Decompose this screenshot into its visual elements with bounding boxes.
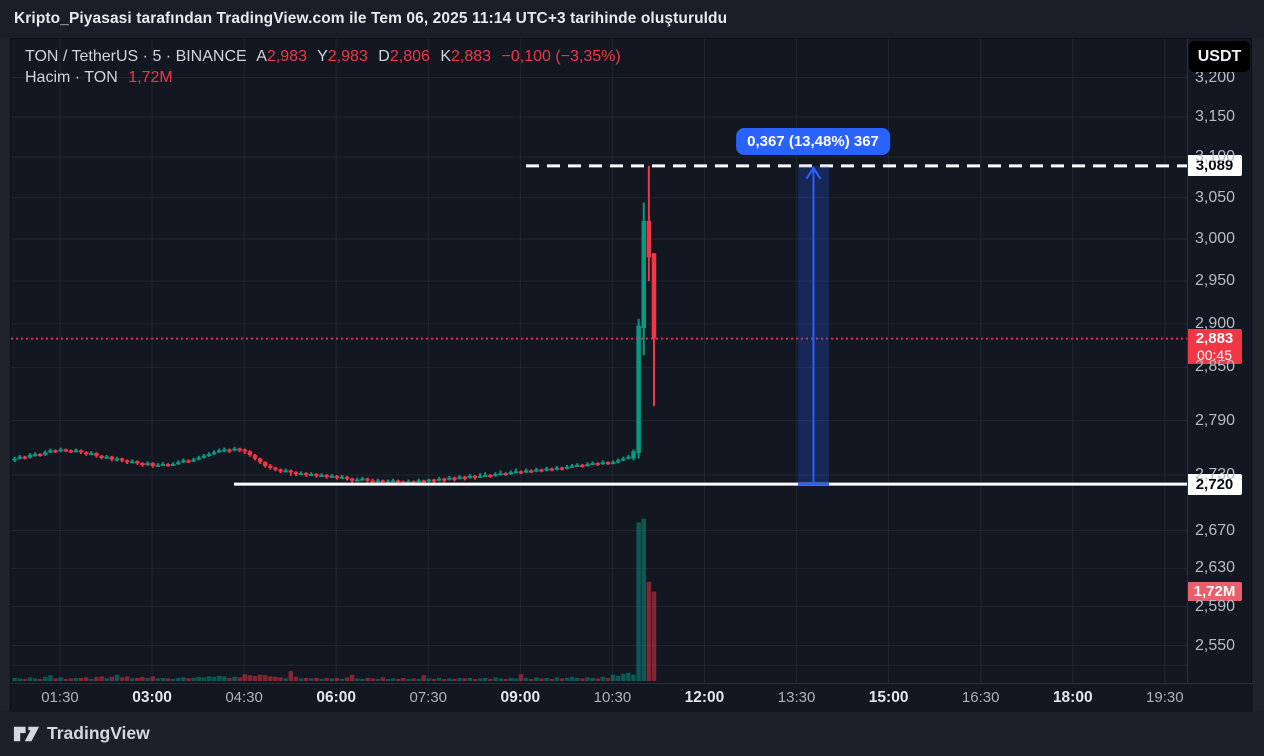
- open-value: 2,983: [266, 48, 307, 65]
- candles-layer: [12, 165, 657, 486]
- volume-value: 1,72M: [128, 69, 173, 86]
- high-line-price-label: 3,089: [1187, 155, 1242, 177]
- price-tick-label: 2,590: [1194, 597, 1236, 615]
- time-tick-label: 13:30: [777, 689, 816, 706]
- time-tick-label: 06:00: [316, 689, 357, 706]
- high-value: 2,983: [327, 48, 368, 65]
- price-tick-label: 2,730: [1194, 465, 1236, 483]
- price-tick-label: 3,000: [1194, 230, 1236, 248]
- price-tick-label: 3,150: [1194, 108, 1236, 125]
- chart-widget: TON / TetherUS · 5 · BINANCE A2,983 Y2,9…: [10, 38, 1253, 712]
- tradingview-brand[interactable]: TradingView: [47, 723, 150, 743]
- currency-toggle-button[interactable]: USDT: [1189, 41, 1250, 72]
- grid-layer: [11, 39, 1187, 683]
- price-tick-label: 2,950: [1194, 272, 1236, 290]
- low-line-price-label: 2,720: [1187, 473, 1242, 495]
- attribution-bar: Kripto_Piyasasi tarafından TradingView.c…: [0, 0, 1264, 38]
- attribution-text: Kripto_Piyasasi tarafından TradingView.c…: [14, 10, 728, 27]
- close-value: 2,883: [451, 48, 492, 65]
- price-tick-label: 2,790: [1194, 411, 1236, 429]
- price-tick-label: 3,100: [1194, 148, 1236, 166]
- close-label: K: [440, 48, 452, 65]
- price-tick-label: 2,630: [1194, 559, 1236, 577]
- price-tick-label: 2,550: [1194, 636, 1236, 654]
- volume-title: Hacim · TON: [25, 69, 118, 86]
- time-tick-label: 19:30: [1146, 689, 1184, 706]
- chart-plot-area[interactable]: [11, 39, 1187, 683]
- low-value: 2,806: [389, 48, 430, 65]
- open-label: A: [256, 48, 267, 65]
- price-tick-label: 2,670: [1194, 521, 1236, 539]
- time-tick-label: 03:00: [132, 689, 172, 706]
- time-tick-label: 01:30: [41, 689, 79, 706]
- time-tick-label: 18:00: [1052, 689, 1093, 706]
- measure-drawing-label[interactable]: 0,367 (13,48%) 367: [736, 128, 890, 155]
- chart-legend: TON / TetherUS · 5 · BINANCE A2,983 Y2,9…: [25, 46, 621, 88]
- low-label: D: [378, 48, 390, 65]
- last-price-label: 2,883 00:45: [1187, 328, 1242, 364]
- price-tick-label: 3,050: [1194, 188, 1236, 206]
- price-axis[interactable]: 3,200 3,150 3,100 3,050 3,000 2,950 2,900 2,850…: [1187, 39, 1253, 683]
- time-tick-label: 04:30: [225, 689, 263, 706]
- time-tick-label: 15:00: [868, 689, 909, 706]
- time-tick-label: 07:30: [409, 689, 448, 706]
- bar-close-countdown: 00:45: [1196, 346, 1233, 363]
- price-tick-label: 2,900: [1194, 314, 1236, 332]
- legend-volume-row: Hacim · TON 1,72M: [25, 67, 621, 88]
- time-tick-label: 10:30: [593, 689, 632, 706]
- last-price-value: 2,883: [1195, 329, 1234, 347]
- time-tick-label: 16:30: [961, 689, 1000, 706]
- time-axis[interactable]: 01:30 03:00 04:30 06:00 07:30 09:00 10:30 12:00…: [11, 683, 1253, 712]
- volume-bars: [12, 518, 657, 681]
- change-value: −0,100 (−3,35%): [501, 48, 621, 65]
- volume-axis-label: 1,72M: [1187, 582, 1242, 602]
- high-label: Y: [317, 48, 328, 65]
- legend-symbol-row: TON / TetherUS · 5 · BINANCE A2,983 Y2,9…: [25, 46, 621, 67]
- time-tick-label: 12:00: [684, 689, 725, 706]
- measure-drawing[interactable]: [798, 165, 829, 486]
- time-tick-label: 09:00: [500, 689, 541, 706]
- tradingview-logo-icon[interactable]: [13, 722, 40, 746]
- footer-bar: TradingView: [0, 711, 1264, 756]
- price-tick-label: 3,200: [1194, 68, 1236, 86]
- symbol-title: TON / TetherUS · 5 · BINANCE: [25, 48, 247, 65]
- price-tick-label: 2,850: [1194, 358, 1236, 376]
